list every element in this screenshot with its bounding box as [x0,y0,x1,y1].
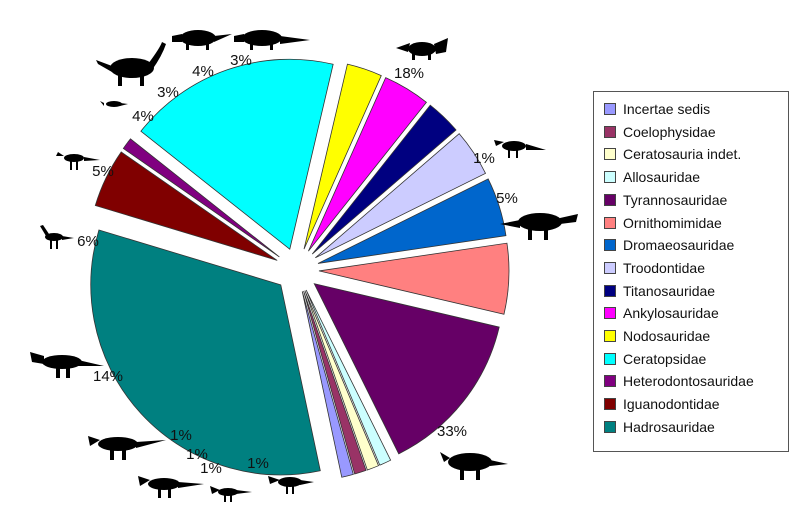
legend-label: Ankylosauridae [623,305,719,322]
legend-label: Nodosauridae [623,328,711,344]
legend-item: Heterodontosauridae [604,370,754,392]
pie-value-label: 3% [157,84,179,101]
pie-slice-ornithomimidae [318,242,510,315]
legend-item: Hadrosauridae [604,416,715,438]
pie-slice-ceratopsidae [140,58,334,250]
nodosaur-silhouette [234,30,310,50]
incertae-sedis-silhouette [268,476,314,494]
legend-item: Troodontidae [604,257,705,279]
pie-slice-incertae-sedis [301,291,354,478]
pie-value-label: 5% [496,190,518,207]
legend-item: Ornithomimidae [604,212,722,234]
legend-item: Dromaeosauridae [604,234,734,256]
chart-legend: Incertae sedis Coelophysidae Ceratosauria … [593,91,789,452]
pie-value-labels: 1%1%1%1%14%6%5%4%3%4%3%18%1%5%33% [77,52,518,477]
pie-value-label: 4% [132,108,154,125]
legend-label: Coelophysidae [623,123,716,140]
legend-label: Allosauridae [623,169,701,186]
pie-value-label: 1% [170,427,192,444]
legend-swatch [604,125,616,138]
pie-slice-coelophysidae [303,290,367,475]
pie-slice-titanosauridae [311,104,457,255]
ceratopsian-silhouette [396,38,448,60]
legend-item: Ceratosauria indet. [604,143,741,165]
legend-swatch [604,330,616,342]
legend-swatch [604,261,616,274]
legend-item: Nodosauridae [604,325,710,347]
pie-value-label: 6% [77,233,99,250]
dinosaur-silhouettes [30,30,578,502]
pie-value-label: 1% [247,455,269,472]
pie-slices [90,58,510,478]
legend-swatch [604,352,616,365]
pie-value-label: 14% [93,368,123,385]
pie-slice-tyrannosauridae [313,283,500,455]
legend-label: Heterodontosauridae [623,373,754,390]
legend-item: Tyrannosauridae [604,189,727,211]
legend-swatch [604,239,616,252]
legend-item: Coelophysidae [604,121,716,143]
ceratosaur-silhouette [138,476,204,498]
legend-swatch [604,103,616,115]
legend-label: Ornithomimidae [623,214,722,231]
legend-item: Ankylosauridae [604,302,719,324]
legend-label: Iguanodontidae [623,396,720,413]
pie-slice-ankylosauridae [308,77,427,252]
legend-swatch [604,171,616,184]
pie-value-label: 18% [394,65,424,82]
legend-label: Tyrannosauridae [623,191,728,208]
pie-value-label: 33% [437,423,467,440]
allosaur-silhouette [88,436,166,460]
legend-swatch [604,375,616,388]
coelophysid-silhouette [210,486,252,502]
legend-label: Troodontidae [623,259,705,276]
legend-swatch [604,420,616,433]
pie-value-label: 1% [200,460,222,477]
pie-slice-nodosauridae [303,63,382,250]
pie-slice-hadrosauridae [90,229,321,476]
legend-label: Ceratopsidae [623,350,707,367]
ornithomimid-silhouette [40,225,74,249]
legend-label: Dromaeosauridae [623,237,735,254]
ankylosaur-silhouette [172,30,232,50]
pie-value-label: 4% [192,63,214,80]
legend-item: Titanosauridae [604,280,715,302]
legend-swatch [604,193,616,206]
iguanodont-silhouette [500,213,578,240]
legend-label: Incertae sedis [623,101,711,117]
pie-slice-troodontidae [315,133,487,259]
pie-slice-iguanodontidae [94,151,278,261]
legend-item: Incertae sedis [604,98,710,120]
legend-swatch [604,307,616,320]
heterodontosaur-silhouette [494,140,546,158]
legend-label: Hadrosauridae [623,418,715,435]
legend-swatch [604,398,616,411]
legend-swatch [604,284,616,297]
tyrannosaur-silhouette [30,352,104,378]
pie-slice-ceratosauria-indet [304,290,380,471]
hadrosaur-silhouette [440,452,508,480]
pie-value-label: 3% [230,52,252,69]
pie-value-label: 1% [186,446,208,463]
pie-value-label: 5% [92,163,114,180]
legend-item: Allosauridae [604,166,700,188]
small-theropod-silhouette-top [100,101,128,107]
legend-item: Iguanodontidae [604,393,720,415]
legend-label: Ceratosauria indet. [623,146,742,163]
pie-value-label: 1% [473,150,495,167]
pie-slice-dromaeosauridae [317,178,507,264]
sauropod-silhouette [96,42,166,86]
legend-label: Titanosauridae [623,282,716,299]
legend-swatch [604,216,616,229]
troodontid-silhouette [56,152,100,170]
pie-slice-heterodontosauridae [122,138,280,258]
legend-item: Ceratopsidae [604,348,706,370]
legend-swatch [604,148,616,161]
pie-slice-allosauridae [305,289,392,466]
